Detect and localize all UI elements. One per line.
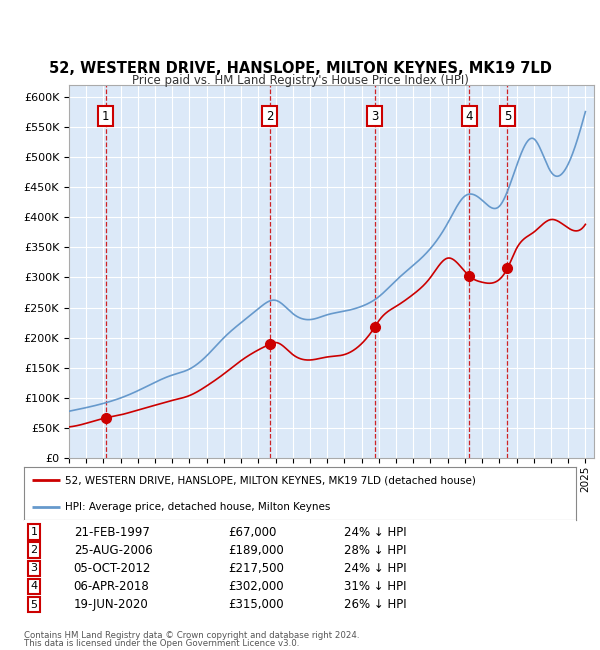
Text: 1: 1 xyxy=(31,527,37,537)
Text: 06-APR-2018: 06-APR-2018 xyxy=(74,580,149,593)
Text: 25-AUG-2006: 25-AUG-2006 xyxy=(74,543,152,556)
Text: £315,000: £315,000 xyxy=(228,598,284,611)
Text: 05-OCT-2012: 05-OCT-2012 xyxy=(74,562,151,575)
Text: 24% ↓ HPI: 24% ↓ HPI xyxy=(344,562,407,575)
Text: 26% ↓ HPI: 26% ↓ HPI xyxy=(344,598,407,611)
Text: 4: 4 xyxy=(31,582,37,592)
Text: £302,000: £302,000 xyxy=(228,580,284,593)
Text: £67,000: £67,000 xyxy=(228,526,277,539)
Text: Contains HM Land Registry data © Crown copyright and database right 2024.: Contains HM Land Registry data © Crown c… xyxy=(24,631,359,640)
Text: 19-JUN-2020: 19-JUN-2020 xyxy=(74,598,148,611)
Text: 21-FEB-1997: 21-FEB-1997 xyxy=(74,526,149,539)
Text: 5: 5 xyxy=(31,600,37,610)
Text: 2: 2 xyxy=(266,110,273,123)
Text: £217,500: £217,500 xyxy=(228,562,284,575)
Text: 52, WESTERN DRIVE, HANSLOPE, MILTON KEYNES, MK19 7LD (detached house): 52, WESTERN DRIVE, HANSLOPE, MILTON KEYN… xyxy=(65,475,476,485)
Text: HPI: Average price, detached house, Milton Keynes: HPI: Average price, detached house, Milt… xyxy=(65,502,331,512)
Text: 4: 4 xyxy=(466,110,473,123)
Text: £189,000: £189,000 xyxy=(228,543,284,556)
Text: 28% ↓ HPI: 28% ↓ HPI xyxy=(344,543,407,556)
Text: 31% ↓ HPI: 31% ↓ HPI xyxy=(344,580,407,593)
Text: 2: 2 xyxy=(31,545,37,555)
Text: 24% ↓ HPI: 24% ↓ HPI xyxy=(344,526,407,539)
Text: 3: 3 xyxy=(371,110,379,123)
Text: This data is licensed under the Open Government Licence v3.0.: This data is licensed under the Open Gov… xyxy=(24,639,299,648)
Text: 52, WESTERN DRIVE, HANSLOPE, MILTON KEYNES, MK19 7LD: 52, WESTERN DRIVE, HANSLOPE, MILTON KEYN… xyxy=(49,60,551,76)
Text: 1: 1 xyxy=(102,110,109,123)
Text: Price paid vs. HM Land Registry's House Price Index (HPI): Price paid vs. HM Land Registry's House … xyxy=(131,74,469,87)
Text: 5: 5 xyxy=(504,110,511,123)
Text: 3: 3 xyxy=(31,564,37,573)
